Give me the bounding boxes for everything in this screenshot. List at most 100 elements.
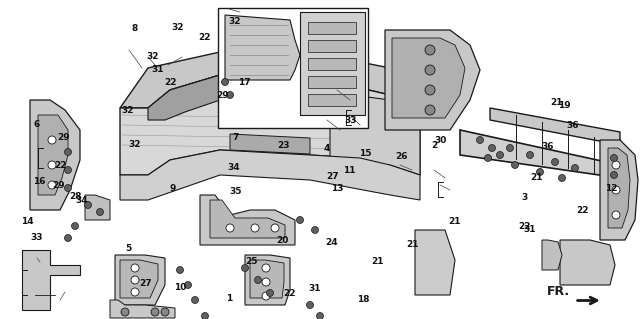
- Circle shape: [131, 276, 139, 284]
- Text: 15: 15: [358, 149, 371, 158]
- Polygon shape: [38, 115, 68, 195]
- Circle shape: [97, 209, 104, 216]
- Text: 28: 28: [69, 192, 82, 201]
- Text: 2: 2: [431, 141, 437, 150]
- Text: 18: 18: [356, 295, 369, 304]
- Circle shape: [611, 154, 618, 161]
- Text: 21: 21: [371, 257, 384, 266]
- Circle shape: [484, 154, 492, 161]
- Polygon shape: [560, 240, 615, 285]
- Text: 4: 4: [323, 144, 330, 153]
- Text: 21: 21: [550, 98, 563, 107]
- Text: 22: 22: [164, 78, 177, 87]
- Text: 27: 27: [326, 172, 339, 181]
- Circle shape: [221, 78, 228, 85]
- Polygon shape: [460, 130, 620, 178]
- Text: 30: 30: [434, 136, 447, 145]
- Polygon shape: [392, 38, 465, 118]
- Circle shape: [262, 278, 270, 286]
- Text: 23: 23: [277, 141, 290, 150]
- Text: 22: 22: [54, 161, 67, 170]
- Circle shape: [425, 65, 435, 75]
- Bar: [308, 76, 356, 88]
- Text: 17: 17: [238, 78, 251, 87]
- Circle shape: [65, 184, 72, 191]
- Polygon shape: [385, 30, 480, 130]
- Circle shape: [317, 313, 323, 319]
- Circle shape: [121, 308, 129, 316]
- Text: 21: 21: [530, 173, 543, 182]
- Text: 32: 32: [228, 17, 241, 26]
- Polygon shape: [120, 75, 420, 175]
- Circle shape: [151, 308, 159, 316]
- Text: 31: 31: [152, 65, 164, 74]
- Text: 22: 22: [198, 33, 211, 42]
- Text: 14: 14: [20, 217, 33, 226]
- Text: 25: 25: [245, 257, 258, 266]
- Polygon shape: [330, 92, 420, 175]
- Circle shape: [312, 226, 319, 234]
- Text: 1: 1: [226, 294, 232, 303]
- Polygon shape: [230, 82, 310, 102]
- Text: 9: 9: [170, 184, 176, 193]
- Circle shape: [552, 159, 559, 166]
- Circle shape: [425, 85, 435, 95]
- Text: 32: 32: [172, 23, 184, 32]
- Circle shape: [425, 45, 435, 55]
- Circle shape: [184, 281, 191, 288]
- Text: 22: 22: [283, 289, 296, 298]
- Circle shape: [241, 264, 248, 271]
- Text: 24: 24: [325, 238, 338, 247]
- Circle shape: [611, 172, 618, 179]
- Text: 20: 20: [276, 236, 289, 245]
- Polygon shape: [250, 260, 284, 298]
- Text: 22: 22: [518, 222, 531, 231]
- Circle shape: [612, 161, 620, 169]
- Circle shape: [497, 152, 504, 159]
- Text: 12: 12: [605, 184, 618, 193]
- Polygon shape: [225, 15, 300, 80]
- Text: 36: 36: [566, 121, 579, 130]
- Polygon shape: [120, 52, 420, 108]
- Polygon shape: [110, 300, 175, 318]
- Bar: [308, 58, 356, 70]
- Polygon shape: [230, 108, 310, 128]
- Polygon shape: [210, 200, 285, 238]
- Circle shape: [84, 202, 92, 209]
- Text: 13: 13: [331, 184, 344, 193]
- Bar: [218, 8, 368, 128]
- Polygon shape: [120, 150, 420, 200]
- Polygon shape: [120, 260, 158, 298]
- Circle shape: [72, 222, 79, 229]
- Polygon shape: [115, 255, 165, 305]
- Circle shape: [65, 149, 72, 155]
- Text: 22: 22: [576, 206, 589, 215]
- Text: 11: 11: [343, 166, 356, 175]
- Circle shape: [262, 292, 270, 300]
- Circle shape: [251, 224, 259, 232]
- Circle shape: [572, 165, 579, 172]
- Polygon shape: [30, 100, 80, 210]
- Text: 16: 16: [33, 177, 46, 186]
- Circle shape: [262, 264, 270, 272]
- Circle shape: [559, 174, 566, 182]
- Text: 10: 10: [174, 283, 187, 292]
- Circle shape: [65, 167, 72, 174]
- Text: 33: 33: [30, 233, 43, 242]
- Circle shape: [477, 137, 483, 144]
- Text: 21: 21: [448, 217, 461, 226]
- Circle shape: [65, 234, 72, 241]
- Text: 19: 19: [558, 101, 571, 110]
- Text: FR.: FR.: [547, 286, 570, 299]
- Bar: [308, 22, 356, 34]
- Text: 31: 31: [524, 225, 536, 234]
- Text: 5: 5: [125, 244, 131, 253]
- Text: 34: 34: [227, 163, 240, 172]
- Text: 29: 29: [58, 133, 70, 142]
- Bar: [308, 40, 356, 52]
- Circle shape: [271, 224, 279, 232]
- Circle shape: [296, 217, 303, 224]
- Text: 3: 3: [522, 193, 528, 202]
- Polygon shape: [600, 140, 638, 240]
- Polygon shape: [542, 240, 562, 270]
